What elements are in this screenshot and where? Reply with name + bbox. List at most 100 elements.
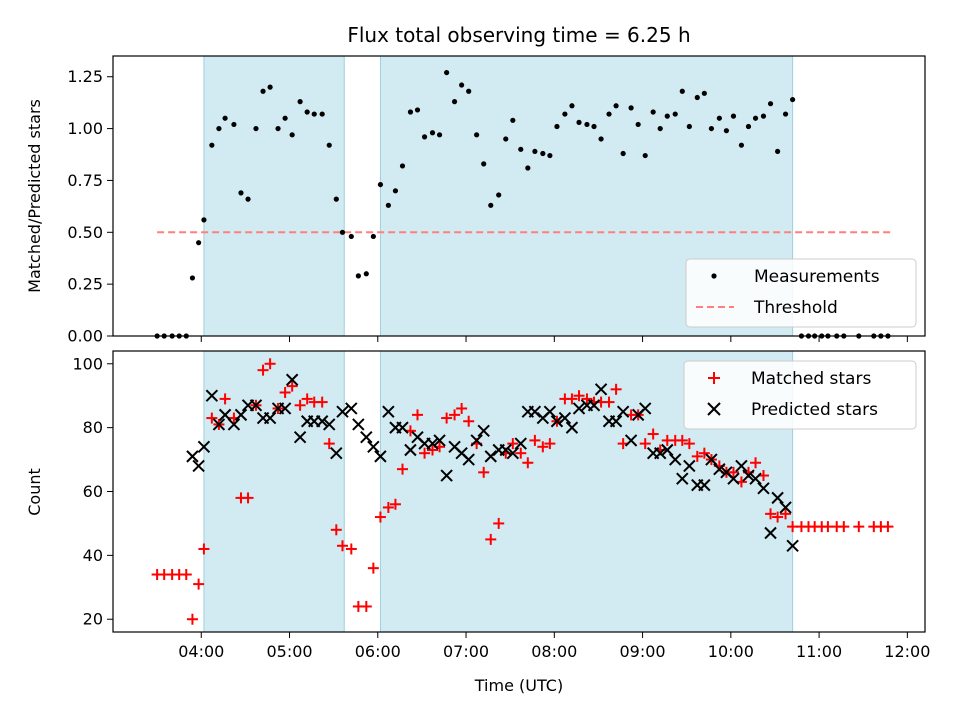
matched-star-point [727, 466, 739, 478]
x-tick-label: 08:00 [531, 642, 577, 661]
measurement-point [598, 136, 604, 142]
matched-star-point [219, 393, 231, 405]
measurement-point [289, 132, 295, 138]
predicted-star-point [594, 383, 608, 396]
predicted-star-point [705, 453, 718, 466]
matched-star-point [566, 393, 578, 405]
measurement-point [407, 109, 414, 115]
measurement-point [222, 115, 228, 121]
measurement-point [569, 103, 575, 109]
matched-star-point [478, 466, 490, 478]
matched-star-point [581, 393, 593, 405]
measurement-point [209, 142, 215, 148]
predicted-star-point [749, 472, 762, 485]
matched-star-point [603, 396, 615, 408]
measurement-point [451, 99, 458, 105]
measurement-point [297, 99, 303, 105]
matched-star-point [396, 463, 408, 475]
predicted-star-point [249, 399, 263, 412]
measurement-point [716, 115, 722, 121]
matched-star-point [772, 511, 784, 523]
matched-star-point [838, 521, 850, 533]
predicted-star-point [587, 399, 601, 412]
matched-star-point [345, 543, 357, 555]
matched-star-point [780, 508, 792, 520]
y-tick-label: 20 [83, 610, 103, 629]
measurement-point [657, 125, 663, 132]
predicted-star-point [470, 434, 483, 447]
predicted-star-point [639, 402, 652, 415]
y-tick-label: 0.00 [67, 327, 103, 346]
predicted-star-point [499, 443, 512, 457]
measurement-point [414, 107, 421, 113]
bottom-y-ticks: 20 40 60 80 100 [72, 354, 113, 629]
matched-star-point [698, 447, 710, 459]
measurement-point [385, 202, 391, 208]
shaded-region [203, 55, 345, 337]
measurement-point [370, 233, 376, 240]
predicted-star-point [727, 472, 740, 485]
predicted-star-point [197, 440, 211, 454]
predicted-star-point [514, 437, 527, 450]
measurement-point [488, 202, 494, 208]
matched-star-point [529, 434, 541, 446]
predicted-star-point [278, 402, 292, 415]
matched-star-point [647, 428, 659, 440]
matched-star-point [382, 501, 394, 513]
matched-star-point [186, 613, 198, 625]
measurement-point [481, 161, 487, 167]
matched-star-point [301, 393, 313, 405]
legend-matched-marker [708, 372, 720, 384]
measurement-point [196, 240, 202, 246]
measurement-point [613, 103, 619, 109]
matched-star-point [198, 543, 210, 555]
measurement-point [444, 69, 450, 76]
predicted-star-point [433, 434, 446, 447]
top-x-ticks [200, 336, 908, 342]
measurement-point [752, 115, 759, 121]
predicted-star-point [352, 418, 365, 431]
measurement-point [201, 217, 207, 223]
predicted-star-point [786, 539, 799, 552]
x-tick-label: 10:00 [708, 642, 754, 661]
matched-star-point [449, 409, 461, 421]
matched-star-point [316, 396, 328, 408]
matched-star-point [610, 383, 622, 395]
measurement-point [377, 181, 384, 188]
bottom-panel: 20 40 60 80 100 04:00 05:00 06:00 07:00 08:00 09:… [25, 350, 930, 695]
bottom-legend-box [683, 360, 917, 430]
predicted-star-point [616, 405, 630, 418]
measurement-point [790, 96, 796, 103]
measurement-point [525, 165, 531, 171]
y-tick-label: 0.25 [67, 275, 103, 294]
predicted-star-point [528, 405, 542, 418]
measurement-point [591, 123, 597, 130]
predicted-star-point [360, 431, 373, 444]
bottom-legend: Matched stars Predicted stars [683, 360, 917, 430]
measurement-point [664, 113, 670, 119]
measurement-point [708, 125, 715, 132]
predicted-star-point [676, 472, 689, 485]
x-tick-label: 04:00 [178, 642, 224, 661]
predicted-star-point [382, 405, 395, 418]
measurement-point [189, 275, 196, 281]
top-y-ticks: 0.00 0.25 0.50 0.75 1.00 1.25 [67, 67, 113, 346]
measurement-point [730, 113, 737, 119]
shaded-region [203, 350, 345, 633]
bottom-y-axis-label: Count [25, 468, 44, 516]
matched-star-point [367, 562, 379, 574]
top-chart-title: Flux total observing time = 6.25 h [347, 23, 690, 47]
predicted-star-point [654, 446, 667, 460]
predicted-star-point [572, 402, 586, 415]
y-tick-label: 80 [83, 418, 103, 437]
measurement-point [775, 148, 781, 155]
predicted-star-point [477, 424, 490, 438]
legend-predicted-marker [707, 402, 721, 416]
x-tick-label: 11:00 [796, 642, 842, 661]
matched-star-point [676, 434, 688, 446]
top-legend: Measurements Threshold [685, 258, 917, 328]
y-tick-label: 1.25 [67, 67, 103, 86]
measurement-point [547, 152, 553, 159]
matched-star-point [360, 600, 372, 612]
